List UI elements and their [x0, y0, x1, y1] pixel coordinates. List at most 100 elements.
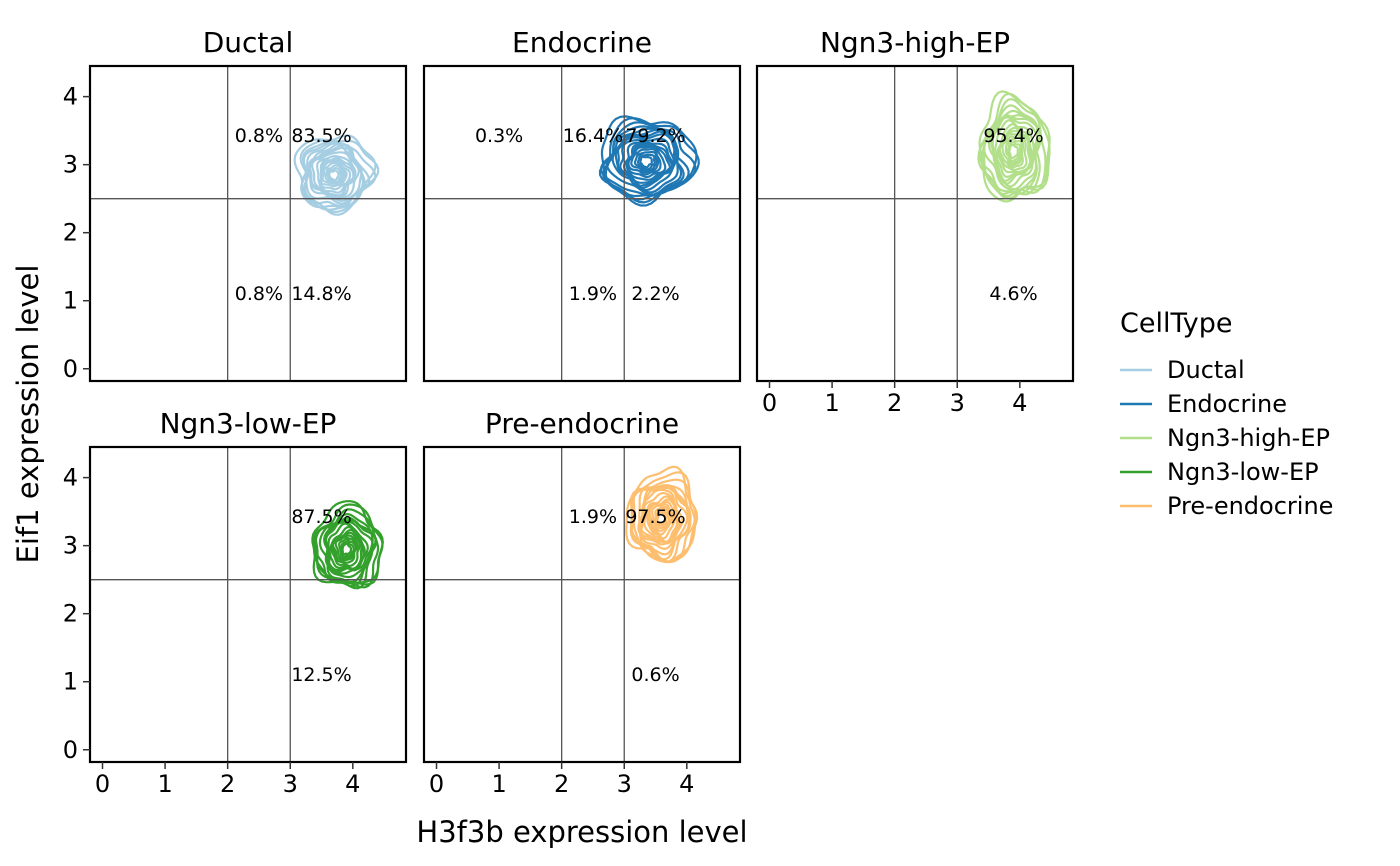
quadrant-label: 4.6%: [989, 283, 1037, 305]
panel-border: [755, 64, 1075, 383]
x-tick-label: 0: [95, 770, 110, 798]
x-tick-label: 2: [887, 389, 902, 417]
legend-item-ductal: Ductal: [1120, 356, 1245, 384]
quadrant-label: 0.3%: [475, 125, 523, 147]
contour-line: [633, 150, 658, 172]
legend-label: Endocrine: [1167, 390, 1287, 418]
contour-line: [330, 528, 364, 570]
x-tick-label: 1: [157, 770, 172, 798]
panel-ductal: 0.8% 83.5% 0.8% 14.8% Ductal 0 1 2 3 4: [63, 26, 408, 383]
quadrant-label: 2.2%: [631, 283, 679, 305]
x-tick-label: 1: [491, 770, 506, 798]
quadrant-label: 12.5%: [291, 664, 351, 686]
quadrant-label: 16.4%: [563, 125, 623, 147]
contour-line: [988, 114, 1043, 191]
contour-line: [1004, 138, 1023, 165]
panel-title-pre-endocrine: Pre-endocrine: [485, 407, 679, 440]
facet-panels: 0.8% 83.5% 0.8% 14.8% Ductal 0 1 2 3 4 0.3% 16.4% 79…: [63, 26, 1075, 798]
legend-label: Ductal: [1167, 356, 1245, 384]
contour-line: [341, 542, 352, 556]
quadrant-label: 97.5%: [625, 506, 685, 528]
x-tick-label: 0: [429, 770, 444, 798]
panel-border: [88, 445, 408, 764]
x-tick-label: 4: [1012, 389, 1027, 417]
y-tick-label: 2: [63, 219, 78, 247]
contour-line: [308, 151, 357, 199]
panel-title-ductal: Ductal: [203, 26, 294, 59]
y-tick-label: 4: [63, 464, 78, 492]
y-axis-title: Eif1 expression level: [11, 265, 45, 564]
contour-line: [614, 133, 678, 192]
y-tick-label: 3: [63, 151, 78, 179]
panel-ngn3-low-ep: 87.5% 12.5% Ngn3-low-EP 0 1 2 3 4 0 1 2 3 4: [63, 407, 408, 798]
y-tick-label: 3: [63, 532, 78, 560]
contour-line: [997, 130, 1028, 172]
quadrant-label: 87.5%: [291, 506, 351, 528]
legend-item-pre-endocrine: Pre-endocrine: [1120, 492, 1333, 520]
legend-label: Ngn3-high-EP: [1167, 424, 1330, 452]
panel-border: [88, 64, 408, 383]
x-tick-label: 3: [950, 389, 965, 417]
legend-label: Ngn3-low-EP: [1167, 458, 1319, 486]
contour-line: [1006, 141, 1022, 163]
contour-line: [330, 531, 362, 568]
contour-line: [636, 153, 656, 171]
x-tick-label: 4: [679, 770, 694, 798]
x-axis-title: H3f3b expression level: [416, 815, 747, 849]
contour-line: [627, 145, 662, 176]
y-tick-label: 0: [63, 355, 78, 383]
contour-line: [639, 155, 653, 169]
quadrant-label: 14.8%: [291, 283, 351, 305]
x-tick-label: 0: [762, 389, 777, 417]
y-tick-label: 2: [63, 600, 78, 628]
contour-line: [625, 465, 697, 563]
legend-item-ngn3-low-ep: Ngn3-low-EP: [1120, 458, 1319, 486]
panel-border: [422, 445, 742, 764]
contour-line: [998, 132, 1025, 169]
quadrant-label: 0.6%: [631, 664, 679, 686]
panel-endocrine: 0.3% 16.4% 79.2% 1.9% 2.2% Endocrine: [422, 26, 742, 383]
panel-title-endocrine: Endocrine: [512, 26, 652, 59]
x-tick-label: 3: [283, 770, 298, 798]
contour-line: [326, 166, 343, 184]
contour-line: [611, 129, 680, 194]
quadrant-label: 1.9%: [569, 283, 617, 305]
contours-pre-endocrine: [625, 465, 699, 564]
legend: CellType Ductal Endocrine Ngn3-high-EP Ngn3-…: [1120, 308, 1333, 520]
panel-title-ngn3-high-ep: Ngn3-high-EP: [820, 26, 1010, 59]
contour-line: [315, 157, 356, 197]
panel-border: [422, 64, 742, 383]
contour-line: [653, 506, 673, 530]
contour-line: [629, 484, 692, 564]
x-tick-label: 2: [554, 770, 569, 798]
contour-line: [331, 534, 360, 564]
contour-line: [646, 498, 679, 543]
legend-title: CellType: [1120, 308, 1232, 339]
panel-ngn3-high-ep: 95.4% 4.6% Ngn3-high-EP 0 1 2 3 4: [755, 26, 1075, 417]
y-tick-label: 0: [63, 736, 78, 764]
contour-line: [630, 148, 660, 174]
quadrant-label: 95.4%: [983, 125, 1043, 147]
panel-pre-endocrine: 1.9% 97.5% 0.6% Pre-endocrine 0 1 2 3 4: [422, 407, 742, 798]
quadrant-label: 79.2%: [625, 125, 685, 147]
x-tick-label: 1: [824, 389, 839, 417]
quadrant-label: 0.8%: [235, 283, 283, 305]
x-tick-label: 3: [617, 770, 632, 798]
y-tick-label: 1: [63, 287, 78, 315]
y-tick-label: 4: [63, 83, 78, 111]
contour-line: [328, 169, 340, 182]
legend-label: Pre-endocrine: [1167, 492, 1333, 520]
contour-line: [1001, 135, 1024, 167]
legend-item-ngn3-high-ep: Ngn3-high-EP: [1120, 424, 1330, 452]
x-tick-label: 4: [345, 770, 360, 798]
quadrant-label: 0.8%: [235, 125, 283, 147]
contours-ngn3-high-ep: [977, 90, 1051, 203]
quadrant-label: 83.5%: [291, 125, 351, 147]
y-tick-label: 1: [63, 668, 78, 696]
contour-line: [616, 136, 675, 190]
contour-line: [648, 503, 675, 536]
contour-line: [324, 164, 345, 185]
contour-line: [308, 143, 363, 203]
contour-line: [656, 511, 668, 526]
